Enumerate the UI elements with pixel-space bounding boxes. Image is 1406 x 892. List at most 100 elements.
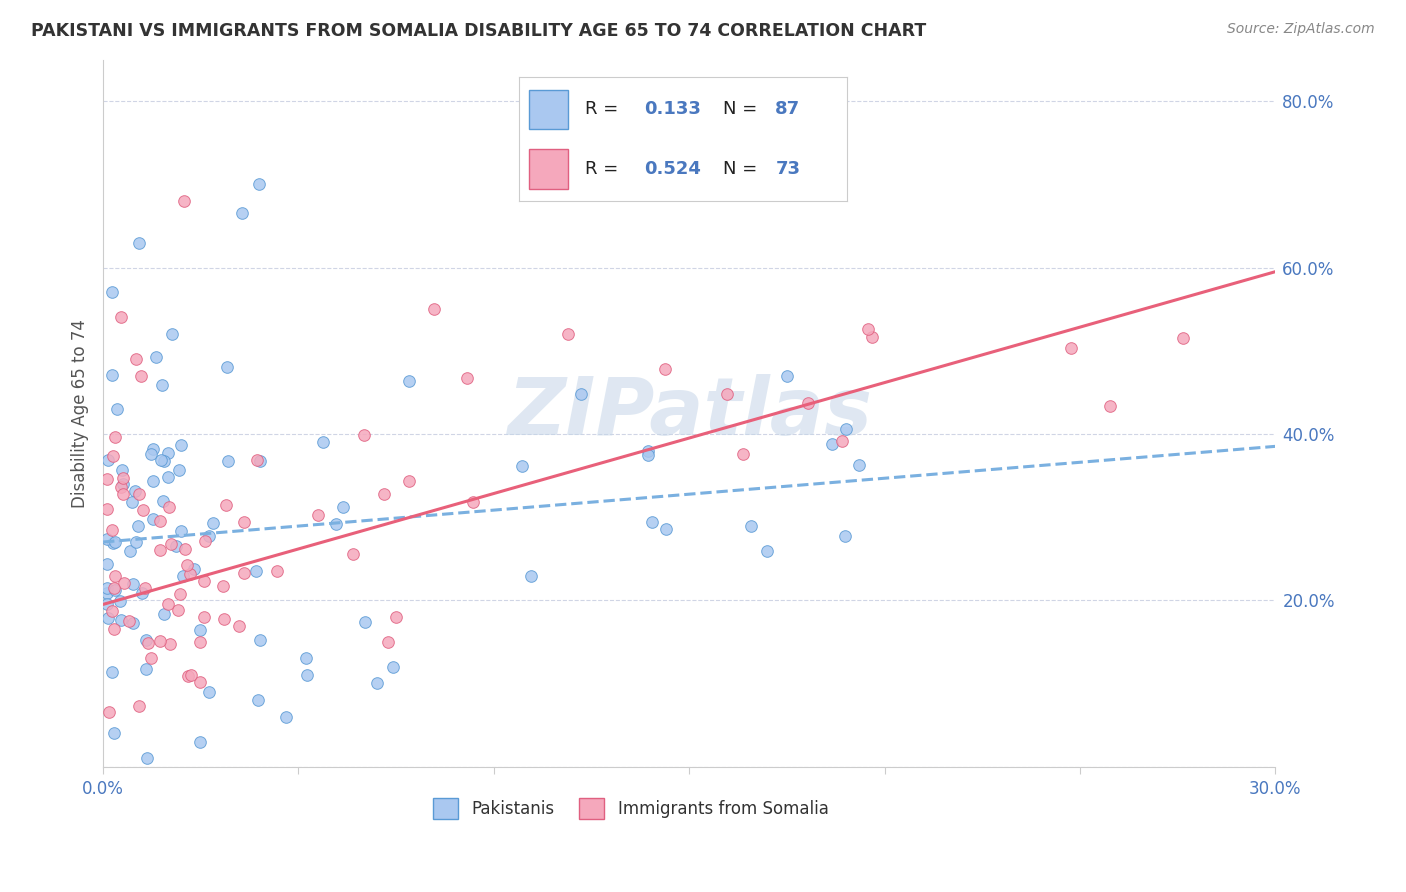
Point (121, 615, 143, 630)
Point (135, 632, 157, 647)
Point (167, 463, 190, 477)
Point (157, 500, 180, 514)
Point (179, 567, 201, 582)
Point (170, 524, 193, 539)
Point (188, 675, 211, 690)
Point (97, 611, 120, 625)
Point (101, 665, 124, 679)
Point (217, 454, 239, 468)
Point (110, 613, 132, 627)
Point (797, 396, 820, 410)
Point (637, 448, 659, 462)
Point (125, 351, 148, 366)
Point (121, 494, 143, 508)
Point (180, 668, 202, 682)
Point (776, 369, 799, 384)
Point (150, 453, 173, 467)
Point (142, 442, 165, 456)
Point (166, 539, 188, 553)
Point (149, 514, 172, 528)
Point (245, 565, 267, 579)
Point (353, 428, 375, 442)
Point (831, 434, 853, 449)
Point (152, 494, 174, 508)
Point (312, 434, 335, 449)
Point (124, 535, 146, 549)
Point (96, 582, 118, 596)
Point (103, 581, 125, 595)
Point (172, 568, 194, 582)
Point (377, 635, 399, 649)
Point (112, 487, 135, 501)
Point (398, 474, 420, 488)
Point (519, 568, 541, 582)
Point (108, 594, 131, 608)
Point (215, 360, 238, 375)
Point (247, 178, 270, 192)
Point (121, 576, 143, 591)
Point (233, 515, 256, 529)
Point (716, 387, 738, 401)
Point (160, 327, 183, 342)
Point (246, 453, 269, 467)
Point (194, 534, 217, 549)
Point (637, 444, 659, 458)
Point (834, 421, 856, 435)
Point (456, 371, 478, 385)
Point (142, 512, 165, 526)
Point (160, 536, 183, 550)
Point (112, 576, 135, 591)
Point (110, 463, 132, 477)
Point (384, 610, 406, 624)
Point (249, 454, 271, 468)
Point (174, 542, 197, 557)
Point (731, 447, 754, 461)
Point (101, 450, 124, 464)
Point (188, 734, 211, 748)
Point (104, 429, 127, 443)
Point (100, 285, 122, 300)
Point (1098, 399, 1121, 413)
Text: Source: ZipAtlas.com: Source: ZipAtlas.com (1227, 22, 1375, 37)
Point (249, 633, 271, 648)
Point (266, 564, 288, 578)
Point (100, 604, 122, 618)
Text: PAKISTANI VS IMMIGRANTS FROM SOMALIA DISABILITY AGE 65 TO 74 CORRELATION CHART: PAKISTANI VS IMMIGRANTS FROM SOMALIA DIS… (31, 22, 927, 40)
Point (142, 474, 165, 488)
Point (307, 508, 329, 522)
Point (111, 470, 134, 484)
Point (120, 543, 142, 558)
Point (127, 519, 149, 533)
Point (136, 636, 159, 650)
Y-axis label: Disability Age 65 to 74: Disability Age 65 to 74 (72, 318, 89, 508)
Point (96, 472, 118, 486)
Point (821, 437, 844, 451)
Point (134, 581, 156, 595)
Point (153, 454, 176, 468)
Point (398, 374, 420, 388)
Point (128, 487, 150, 501)
Point (118, 615, 141, 629)
Point (105, 402, 128, 417)
Point (246, 693, 269, 707)
Legend: Pakistanis, Immigrants from Somalia: Pakistanis, Immigrants from Somalia (426, 792, 835, 825)
Point (332, 500, 354, 514)
Point (1171, 331, 1194, 345)
Point (274, 709, 297, 723)
Point (104, 569, 127, 583)
Point (104, 535, 127, 549)
Point (756, 543, 779, 558)
Point (149, 543, 172, 558)
Point (96, 533, 118, 547)
Point (233, 566, 256, 580)
Point (353, 615, 375, 630)
Text: ZIPatlas: ZIPatlas (506, 374, 872, 452)
Point (654, 522, 676, 536)
Point (641, 516, 664, 530)
Point (103, 725, 125, 739)
Point (110, 310, 132, 325)
Point (157, 597, 180, 611)
Point (101, 368, 124, 382)
Point (139, 651, 162, 665)
Point (834, 529, 856, 543)
